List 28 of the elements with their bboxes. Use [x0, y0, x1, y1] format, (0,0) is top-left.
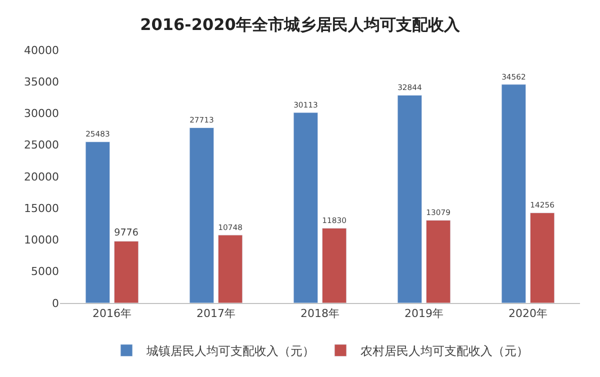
y-tick-label: 30000 [24, 107, 59, 120]
y-tick-label: 35000 [24, 75, 59, 88]
bar [501, 84, 526, 303]
data-label: 9776 [114, 228, 138, 239]
x-tick-label: 2016年 [92, 307, 132, 320]
bar [114, 240, 139, 303]
y-tick-label: 0 [52, 296, 59, 310]
y-tick-label: 20000 [24, 170, 59, 184]
y-tick-label: 15000 [24, 202, 59, 215]
bar [293, 112, 318, 303]
x-tick-label: 2018年 [300, 307, 340, 320]
bar [218, 234, 243, 303]
x-tick-label: 2017年 [196, 307, 236, 320]
y-tick-label: 40000 [24, 44, 59, 57]
bar [322, 228, 347, 303]
chart-title: 2016-2020年全市城乡居民人均可支配收入 [140, 15, 461, 34]
x-tick-label: 2019年 [404, 307, 444, 320]
legend-label: 城镇居民人均可支配收入（元） [146, 344, 314, 358]
bar [530, 212, 555, 303]
bar [189, 127, 214, 303]
legend-label: 农村居民人均可支配收入（元） [360, 344, 528, 358]
x-tick-label: 2020年 [508, 307, 548, 320]
bar [426, 220, 451, 303]
bar [85, 142, 110, 303]
y-tick-label: 5000 [31, 265, 59, 278]
y-tick-label: 25000 [24, 138, 59, 152]
y-tick-label: 10000 [24, 234, 59, 247]
bar [397, 95, 422, 303]
